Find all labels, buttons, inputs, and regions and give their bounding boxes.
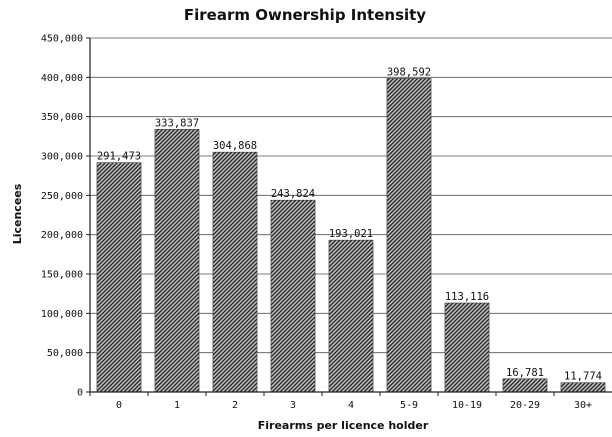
data-labels: 291,473 333,837 304,868 243,824 193,021 398,5… — [97, 66, 602, 382]
bar — [444, 302, 490, 393]
bars — [96, 78, 606, 393]
y-tick-label: 350,000 — [41, 112, 83, 123]
x-tick-label: 1 — [174, 400, 180, 411]
y-tick-label: 300,000 — [41, 152, 83, 163]
x-tick-label: 10-19 — [452, 400, 482, 411]
bar — [328, 239, 374, 393]
bar-value-label: 193,021 — [329, 228, 373, 240]
x-axis-title: Firearms per licence holder — [258, 419, 429, 432]
x-axis-ticks: 0 1 2 3 4 5-9 10-19 20-29 30+ — [89, 392, 592, 411]
y-tick-label: 0 — [77, 388, 83, 399]
y-axis-title: Licencees — [11, 183, 24, 244]
x-tick-label: 30+ — [574, 400, 592, 411]
bar-value-label: 243,824 — [271, 188, 315, 200]
y-tick-label: 100,000 — [41, 309, 83, 320]
y-axis-ticks: 0 50,000 100,000 150,000 200,000 250,000 300,0… — [41, 34, 90, 399]
bar — [96, 162, 142, 393]
x-tick-label: 2 — [232, 400, 238, 411]
bar — [560, 382, 606, 393]
x-tick-label: 4 — [348, 400, 354, 411]
bar-value-label: 304,868 — [213, 140, 257, 152]
bar-value-label: 333,837 — [155, 117, 199, 129]
bar-value-label: 398,592 — [387, 66, 431, 78]
x-tick-label: 3 — [290, 400, 296, 411]
y-tick-label: 50,000 — [47, 348, 83, 359]
bar-value-label: 291,473 — [97, 151, 141, 163]
chart-title: Firearm Ownership Intensity — [184, 6, 426, 24]
bar-value-label: 113,116 — [445, 291, 489, 303]
x-tick-label: 5-9 — [400, 400, 418, 411]
bar — [212, 151, 258, 393]
bar — [270, 199, 316, 393]
bar-value-label: 16,781 — [506, 367, 544, 379]
y-tick-label: 450,000 — [41, 34, 83, 45]
y-tick-label: 400,000 — [41, 73, 83, 84]
bar-value-label: 11,774 — [564, 371, 602, 383]
x-tick-label: 20-29 — [510, 400, 540, 411]
x-tick-label: 0 — [116, 400, 122, 411]
bar — [154, 129, 200, 393]
y-tick-label: 200,000 — [41, 230, 83, 241]
bar — [502, 378, 548, 393]
y-tick-label: 250,000 — [41, 191, 83, 202]
axes — [89, 38, 612, 393]
bar — [386, 78, 432, 393]
y-tick-label: 150,000 — [41, 270, 83, 281]
